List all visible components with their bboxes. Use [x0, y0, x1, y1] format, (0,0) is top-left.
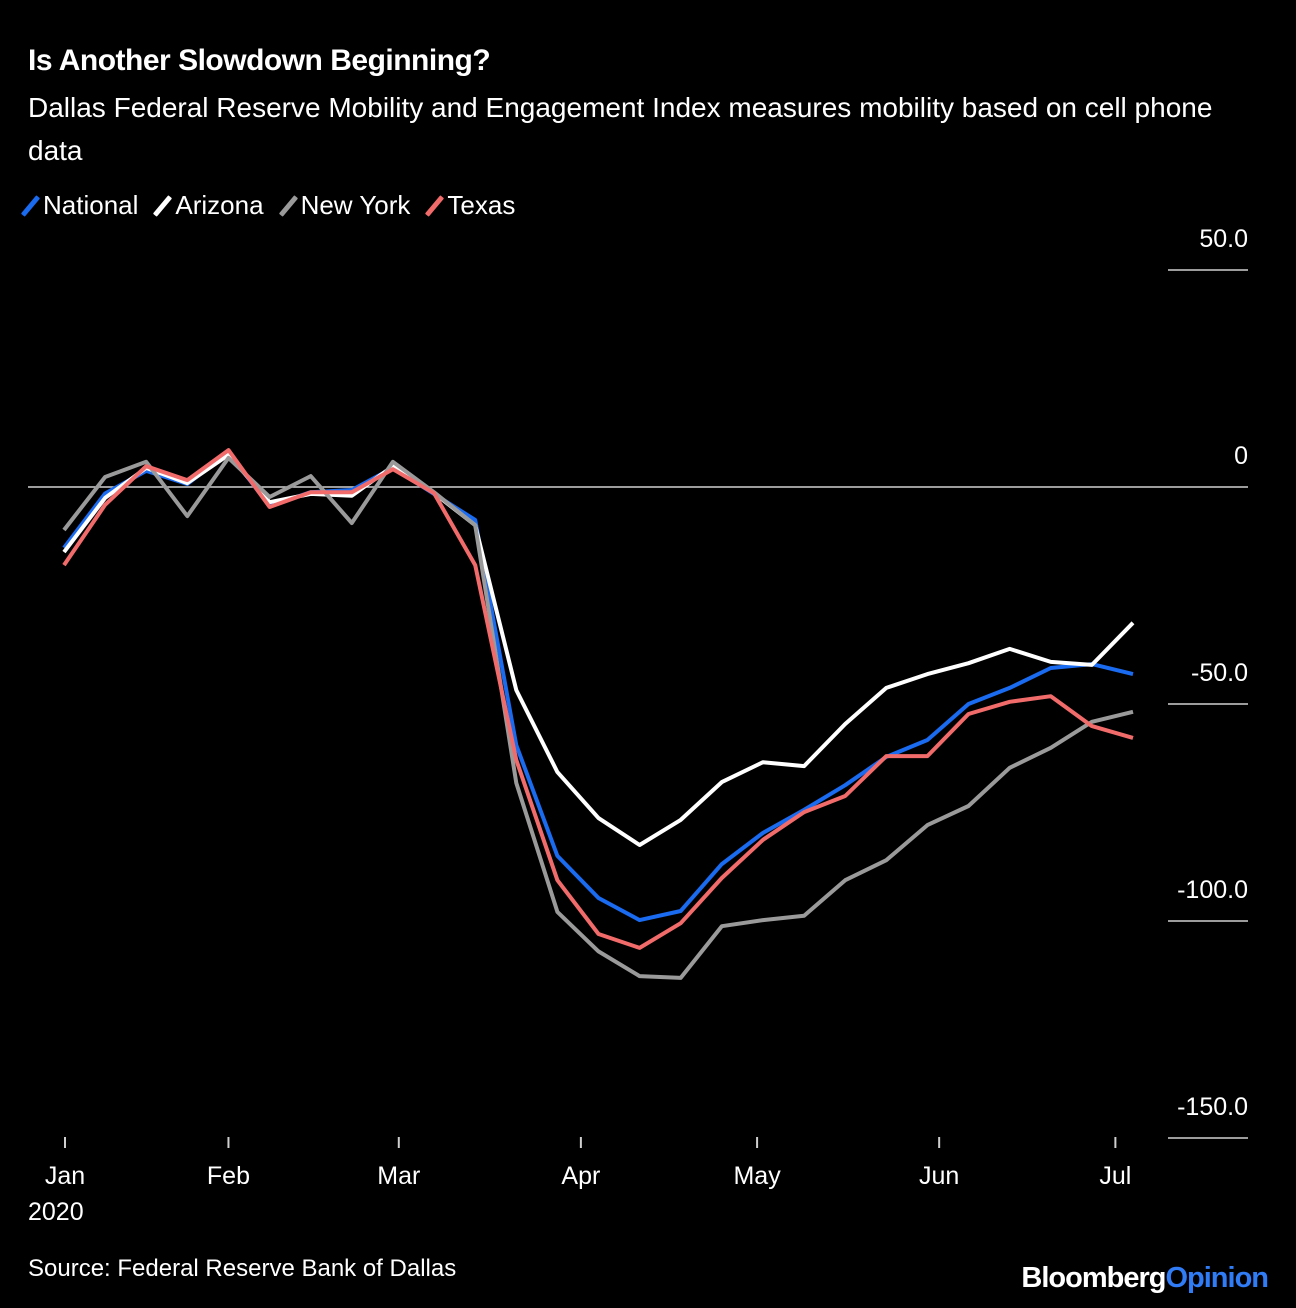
logo-part-1: Bloomberg — [1021, 1262, 1166, 1294]
legend-swatch — [425, 194, 445, 217]
x-axis-year-label: 2020 — [28, 1198, 84, 1226]
legend-item: Texas — [425, 190, 516, 221]
x-tick-label: Feb — [206, 1162, 250, 1190]
y-tick-label: -100.0 — [1177, 876, 1248, 904]
chart-subtitle: Dallas Federal Reserve Mobility and Enga… — [28, 92, 1213, 166]
legend-swatch — [278, 194, 298, 217]
legend-label: National — [43, 190, 139, 220]
y-tick-label: 0 — [1234, 442, 1248, 470]
legend-label: Texas — [447, 190, 516, 220]
series-line-national — [62, 450, 1134, 923]
logo-part-2: Opinion — [1165, 1262, 1269, 1294]
series-line-texas — [62, 448, 1134, 950]
chart-title: Is Another Slowdown Beginning? — [28, 44, 491, 77]
legend-label: Arizona — [175, 190, 264, 220]
y-tick-label: 50.0 — [1199, 225, 1248, 253]
source-note: Source: Federal Reserve Bank of Dallas — [28, 1255, 457, 1282]
bloomberg-opinion-logo: BloombergOpinion — [1021, 1262, 1269, 1295]
legend-item: Arizona — [153, 190, 264, 221]
legend-swatch — [153, 194, 173, 217]
x-tick-label: Jul — [1099, 1162, 1132, 1190]
legend-item: National — [20, 190, 139, 221]
x-tick-label: May — [733, 1162, 781, 1190]
y-tick-label: -150.0 — [1177, 1093, 1248, 1121]
legend-label: New York — [300, 190, 411, 220]
legend-item: New York — [278, 190, 411, 221]
x-tick-label: Mar — [377, 1162, 421, 1190]
x-tick-label: Jun — [919, 1162, 960, 1190]
x-tick-label: Jan — [44, 1162, 86, 1190]
legend: National Arizona New York Texas — [20, 190, 516, 221]
x-tick-label: Apr — [561, 1162, 601, 1190]
series-line-arizona — [62, 452, 1135, 847]
y-tick-label: -50.0 — [1191, 659, 1248, 687]
